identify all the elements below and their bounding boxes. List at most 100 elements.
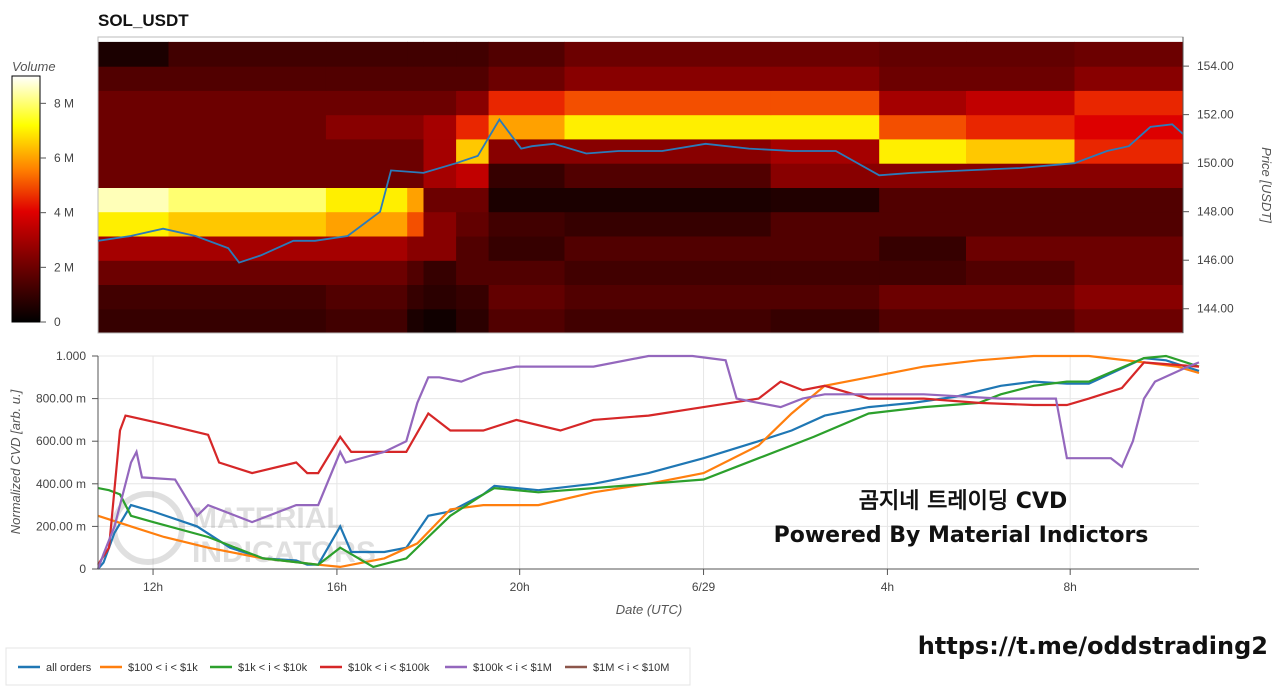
heatmap-cell — [407, 41, 424, 67]
heatmap-cell — [98, 260, 169, 285]
heatmap-cell — [407, 187, 424, 213]
heatmap-cell — [423, 236, 457, 261]
colorbar-tick-label: 0 — [54, 315, 61, 329]
heatmap-cell — [564, 211, 772, 237]
price-tick-label: 150.00 — [1197, 156, 1234, 170]
price-tick-label: 148.00 — [1197, 205, 1234, 219]
heatmap-cell — [456, 236, 490, 261]
heatmap-cell — [966, 90, 1075, 116]
cvd-series-line — [96, 354, 1200, 570]
heatmap-cell — [456, 138, 490, 164]
footer-url[interactable]: https://t.me/oddstrading2 — [918, 632, 1268, 660]
heatmap-cell — [98, 308, 169, 334]
cvd-ytick-label: 600.00 m — [36, 434, 86, 448]
heatmap-cell — [770, 284, 880, 310]
heatmap-cell — [423, 187, 457, 213]
heatmap-cell — [879, 236, 967, 261]
heatmap-cell — [98, 90, 169, 116]
cvd-y-axis-label: Normalized CVD [arb. u.] — [8, 389, 23, 534]
legend-label: $100 < i < $1k — [128, 662, 198, 674]
cvd-ytick-label: 200.00 m — [36, 519, 86, 533]
legend-label: $1k < i < $10k — [238, 662, 308, 674]
heatmap-cell — [407, 211, 424, 237]
heatmap-cell — [770, 66, 880, 91]
colorbar — [11, 75, 41, 323]
heatmap-title: SOL_USDT — [98, 11, 189, 30]
heatmap-cell — [966, 284, 1075, 310]
heatmap-cell — [168, 90, 327, 116]
heatmap-cell — [456, 66, 490, 91]
colorbar-tick-label: 4 M — [54, 206, 74, 220]
cvd-xtick-label: 16h — [327, 580, 347, 594]
heatmap-cell — [879, 138, 967, 164]
cvd-ytick-label: 1.000 — [56, 349, 86, 363]
price-tick-label: 152.00 — [1197, 108, 1234, 122]
heatmap-cell — [325, 308, 408, 334]
heatmap-cell — [407, 236, 424, 261]
cvd-ytick-label: 400.00 m — [36, 477, 86, 491]
heatmap-cell — [407, 138, 424, 164]
overlay-title: 곰지네 트레이딩 CVD — [859, 489, 1067, 514]
heatmap-cell — [488, 284, 565, 310]
heatmap-cell — [456, 90, 490, 116]
heatmap-cell — [98, 41, 169, 67]
heatmap-cell — [879, 211, 967, 237]
heatmap-cell — [325, 187, 408, 213]
heatmap-cell — [423, 260, 457, 285]
heatmap-cell — [407, 163, 424, 188]
heatmap-cell — [1074, 236, 1184, 261]
heatmap-cell — [966, 236, 1075, 261]
heatmap-cell — [488, 260, 565, 285]
heatmap-cell — [325, 138, 408, 164]
heatmap-cell — [488, 236, 565, 261]
heatmap-cell — [423, 308, 457, 334]
cvd-xtick-label: 12h — [143, 580, 163, 594]
heatmap-cell — [1074, 114, 1184, 140]
heatmap-cell — [325, 284, 408, 310]
heatmap-cell — [564, 187, 772, 213]
heatmap-cell — [423, 211, 457, 237]
heatmap-cell — [456, 260, 490, 285]
heatmap-cell — [770, 163, 880, 188]
cvd-xtick-label: 20h — [510, 580, 530, 594]
colorbar-tick-label: 8 M — [54, 96, 74, 110]
heatmap-cell — [168, 114, 327, 140]
heatmap-cell — [325, 66, 408, 91]
heatmap-cell — [168, 163, 327, 188]
heatmap-cell — [456, 187, 490, 213]
cvd-xtick-label: 6/29 — [692, 580, 716, 594]
heatmap-cell — [879, 284, 967, 310]
legend-label: all orders — [46, 662, 92, 674]
price-axis-label: Price [USDT] — [1259, 147, 1274, 223]
heatmap-cell — [879, 114, 967, 140]
price-tick-label: 144.00 — [1197, 302, 1234, 316]
heatmap-cell — [488, 90, 565, 116]
heatmap-cell — [879, 66, 967, 91]
heatmap-cell — [770, 90, 880, 116]
heatmap-cell — [879, 260, 967, 285]
cvd-ytick-label: 800.00 m — [36, 392, 86, 406]
heatmap-cell — [325, 236, 408, 261]
colorbar-tick-label: 6 M — [54, 151, 74, 165]
heatmap-cell — [325, 211, 408, 237]
heatmap-cell — [423, 163, 457, 188]
cvd-x-ticks: 12h 16h 20h 6/29 4h 8h — [143, 569, 1077, 594]
heatmap-cell — [98, 114, 169, 140]
heatmap-cell — [423, 41, 457, 67]
heatmap-cell — [168, 260, 327, 285]
heatmap-cell — [168, 41, 327, 67]
heatmap-cell — [966, 308, 1075, 334]
heatmap-cell — [456, 284, 490, 310]
heatmap-cell — [564, 66, 772, 91]
price-tick-label: 146.00 — [1197, 253, 1234, 267]
heatmap-cell — [1074, 211, 1184, 237]
heatmap-cell — [879, 41, 967, 67]
heatmap-cell — [98, 163, 169, 188]
heatmap-cell — [488, 308, 565, 334]
cvd-ytick-label: 0 — [79, 562, 86, 576]
cvd-series-line — [97, 354, 1200, 569]
heatmap-cell — [770, 308, 880, 334]
heatmap-cell — [325, 260, 408, 285]
price-axis-ticks: 144.00 146.00 148.00 150.00 152.00 154.00 — [1183, 59, 1234, 316]
